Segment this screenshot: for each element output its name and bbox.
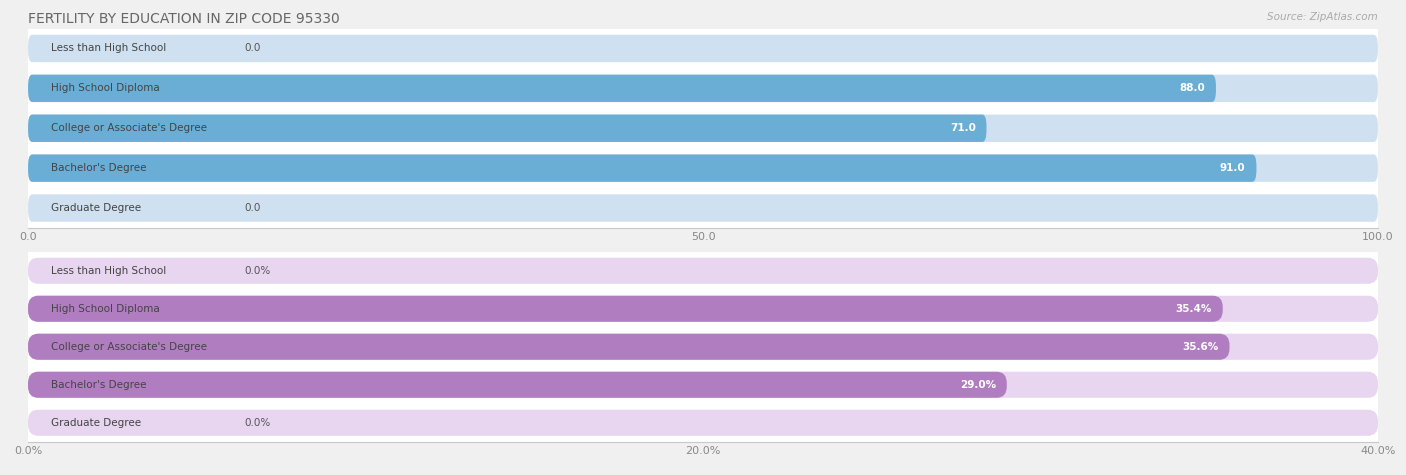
Text: 71.0: 71.0 xyxy=(950,123,976,133)
Text: Less than High School: Less than High School xyxy=(51,266,166,276)
Bar xyxy=(28,404,1378,442)
Text: 91.0: 91.0 xyxy=(1220,163,1246,173)
Text: High School Diploma: High School Diploma xyxy=(51,83,160,94)
Text: 88.0: 88.0 xyxy=(1180,83,1205,94)
Text: College or Associate's Degree: College or Associate's Degree xyxy=(51,123,207,133)
Text: 0.0%: 0.0% xyxy=(245,266,270,276)
Bar xyxy=(28,68,1378,108)
Text: Graduate Degree: Graduate Degree xyxy=(51,203,141,213)
FancyBboxPatch shape xyxy=(28,75,1216,102)
Bar xyxy=(28,188,1378,228)
FancyBboxPatch shape xyxy=(28,296,1378,322)
Bar xyxy=(28,328,1378,366)
Text: Graduate Degree: Graduate Degree xyxy=(51,418,141,428)
Text: High School Diploma: High School Diploma xyxy=(51,304,160,314)
Text: 35.4%: 35.4% xyxy=(1175,304,1212,314)
Text: FERTILITY BY EDUCATION IN ZIP CODE 95330: FERTILITY BY EDUCATION IN ZIP CODE 95330 xyxy=(28,12,340,26)
FancyBboxPatch shape xyxy=(28,372,1007,398)
Text: College or Associate's Degree: College or Associate's Degree xyxy=(51,342,207,352)
FancyBboxPatch shape xyxy=(28,154,1378,182)
Bar xyxy=(28,148,1378,188)
FancyBboxPatch shape xyxy=(28,372,1378,398)
FancyBboxPatch shape xyxy=(28,296,1223,322)
Bar xyxy=(28,108,1378,148)
Text: 29.0%: 29.0% xyxy=(960,380,995,390)
FancyBboxPatch shape xyxy=(28,114,987,142)
Bar xyxy=(28,290,1378,328)
Text: 35.6%: 35.6% xyxy=(1182,342,1219,352)
Text: 0.0: 0.0 xyxy=(245,203,260,213)
Text: 0.0: 0.0 xyxy=(245,43,260,54)
FancyBboxPatch shape xyxy=(28,258,1378,284)
Bar xyxy=(28,366,1378,404)
Text: Bachelor's Degree: Bachelor's Degree xyxy=(51,380,146,390)
FancyBboxPatch shape xyxy=(28,410,1378,436)
Text: Bachelor's Degree: Bachelor's Degree xyxy=(51,163,146,173)
Text: 0.0%: 0.0% xyxy=(245,418,270,428)
Text: Less than High School: Less than High School xyxy=(51,43,166,54)
FancyBboxPatch shape xyxy=(28,334,1229,360)
FancyBboxPatch shape xyxy=(28,35,1378,62)
FancyBboxPatch shape xyxy=(28,154,1257,182)
FancyBboxPatch shape xyxy=(28,114,1378,142)
FancyBboxPatch shape xyxy=(28,334,1378,360)
Bar xyxy=(28,252,1378,290)
FancyBboxPatch shape xyxy=(28,75,1378,102)
FancyBboxPatch shape xyxy=(28,194,1378,222)
Bar xyxy=(28,28,1378,68)
Text: Source: ZipAtlas.com: Source: ZipAtlas.com xyxy=(1267,12,1378,22)
